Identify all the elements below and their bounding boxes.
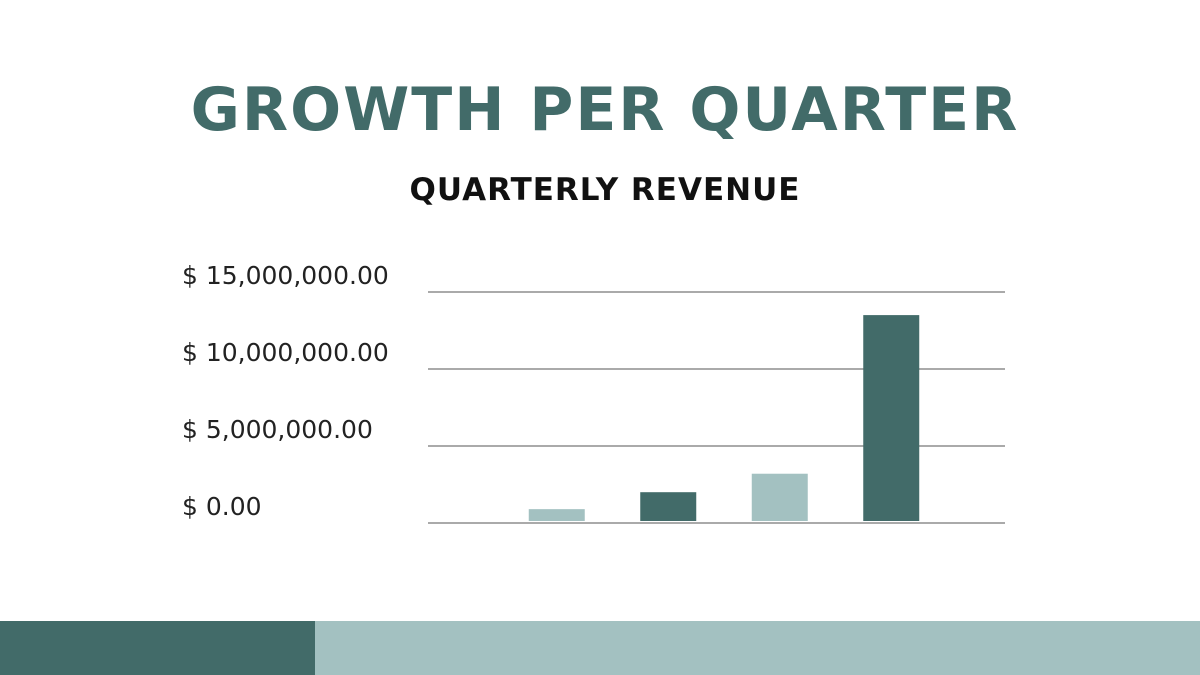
bar — [863, 315, 920, 521]
y-tick-label: $ 5,000,000.00 — [182, 415, 373, 444]
bar — [640, 492, 697, 521]
chart-subtitle: QUARTERLY REVENUE — [410, 172, 801, 208]
y-tick-label: $ 10,000,000.00 — [182, 338, 389, 367]
y-tick-label: $ 0.00 — [182, 492, 262, 521]
y-tick-label: $ 15,000,000.00 — [182, 261, 389, 290]
bar — [528, 509, 585, 521]
chart-title: GROWTH PER QUARTER — [191, 75, 1020, 145]
footer-band-light — [315, 621, 1200, 675]
bar — [751, 473, 808, 521]
footer-band-dark — [0, 621, 315, 675]
